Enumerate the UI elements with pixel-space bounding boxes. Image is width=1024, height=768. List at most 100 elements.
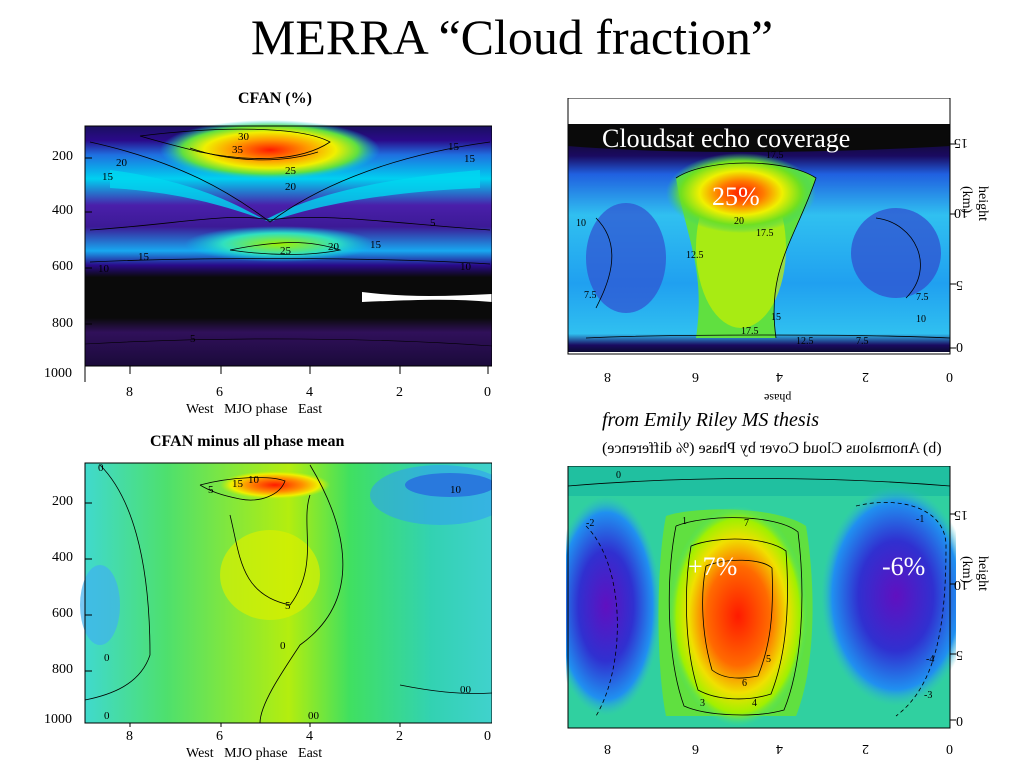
y-tick: 600 bbox=[52, 259, 73, 274]
contour-label: 15 bbox=[464, 153, 476, 165]
contour-label: 5 bbox=[766, 654, 771, 665]
y-tick: 200 bbox=[52, 494, 73, 509]
contour-label: 7.5 bbox=[916, 292, 929, 303]
y-tick: 15 bbox=[954, 507, 968, 522]
x-tick: 4 bbox=[776, 369, 783, 384]
y-tick: 800 bbox=[52, 316, 73, 331]
x-tick: 0 bbox=[484, 729, 491, 744]
contour-label: 17.5 bbox=[766, 150, 784, 161]
y-tick: 0 bbox=[956, 339, 963, 354]
x-tick: 6 bbox=[216, 385, 223, 400]
contour-label: 5 bbox=[285, 600, 291, 612]
x-tick: 8 bbox=[604, 741, 611, 756]
contour-label: 0 bbox=[104, 652, 110, 664]
x-tick: 0 bbox=[946, 741, 953, 756]
x-axis-label: phase bbox=[764, 391, 792, 405]
contour-label: 10 bbox=[916, 314, 926, 325]
x-axis-label: West MJO phase East bbox=[186, 402, 323, 417]
x-tick: 4 bbox=[306, 385, 313, 400]
contour-label: 15 bbox=[370, 239, 382, 251]
contour-label: 7.5 bbox=[584, 290, 597, 301]
y-tick: 0 bbox=[956, 713, 963, 728]
contour-label: 1 bbox=[682, 516, 687, 527]
y-tick: 15 bbox=[954, 135, 968, 150]
x-tick: 2 bbox=[862, 741, 869, 756]
contour-label: 15 bbox=[232, 478, 244, 490]
y-axis-label: height (km) bbox=[959, 186, 990, 221]
contour-label: 20 bbox=[116, 157, 128, 169]
y-tick: 400 bbox=[52, 550, 73, 565]
x-axis-label: West MJO phase East bbox=[186, 746, 323, 761]
contour-label: 0 bbox=[98, 462, 104, 474]
x-tick: 0 bbox=[484, 385, 491, 400]
contour-label: 00 bbox=[308, 710, 320, 722]
contour-label: 10 bbox=[248, 474, 260, 486]
y-tick: 400 bbox=[52, 203, 73, 218]
contour-label: 20 bbox=[734, 216, 744, 227]
contour-label: 5 bbox=[190, 333, 196, 345]
contour-label: 00 bbox=[460, 684, 472, 696]
contour-label: 5 bbox=[208, 484, 214, 496]
y-tick: 1000 bbox=[44, 712, 72, 727]
y-axis-label: height (km) bbox=[959, 556, 990, 591]
anomalous-plot-title: (b) Anomalous Cloud Cover by Phase (% di… bbox=[602, 440, 942, 457]
x-tick: 2 bbox=[396, 729, 403, 744]
contour-label: -1 bbox=[916, 514, 924, 525]
contour-label: 0 bbox=[104, 710, 110, 722]
contour-label: 30 bbox=[238, 131, 250, 143]
x-tick: 6 bbox=[216, 729, 223, 744]
x-tick: 8 bbox=[604, 369, 611, 384]
anomaly-plot: 15 10 5 5 0 0 0 10 00 00 0 bbox=[80, 462, 492, 727]
anomaly-plot-title: CFAN minus all phase mean bbox=[150, 433, 345, 450]
negative-anomaly-label: -6% bbox=[882, 552, 926, 581]
positive-anomaly-label: +7% bbox=[688, 552, 738, 581]
contour-label: 25 bbox=[285, 165, 297, 177]
contour-label: 10 bbox=[450, 484, 462, 496]
x-tick: 8 bbox=[126, 385, 133, 400]
cfan-plot-title: CFAN (%) bbox=[238, 90, 312, 107]
x-tick: 8 bbox=[126, 729, 133, 744]
cloudsat-plot: 17.5 20 17.5 10 7.5 7.5 10 12.5 15 17.5 … bbox=[566, 98, 956, 360]
x-tick: 2 bbox=[396, 385, 403, 400]
contour-label: 0 bbox=[616, 470, 621, 481]
contour-label: 20 bbox=[285, 181, 297, 193]
anomalous-plot: 0 1 7 6 5 4 3 -1 -4 -2 -3 bbox=[566, 466, 956, 729]
x-tick: 4 bbox=[306, 729, 313, 744]
contour-label: 6 bbox=[742, 678, 747, 689]
contour-label: 12.5 bbox=[796, 336, 814, 347]
x-tick: 6 bbox=[692, 369, 699, 384]
contour-label: 35 bbox=[232, 144, 244, 156]
contour-label: -3 bbox=[924, 690, 932, 701]
contour-label: 5 bbox=[430, 217, 436, 229]
source-caption: from Emily Riley MS thesis bbox=[602, 409, 819, 431]
contour-label: 25 bbox=[280, 245, 292, 257]
contour-label: 10 bbox=[98, 263, 110, 275]
y-tick: 5 bbox=[956, 647, 963, 662]
x-tick: 4 bbox=[776, 741, 783, 756]
contour-label: 10 bbox=[576, 218, 586, 229]
cfan-plot: 35 30 25 20 20 15 15 15 5 25 20 15 15 10… bbox=[84, 120, 492, 382]
contour-label: 12.5 bbox=[686, 250, 704, 261]
contour-label: 17.5 bbox=[741, 326, 759, 337]
cloudsat-overlay-label: Cloudsat echo coverage bbox=[602, 124, 851, 153]
y-tick: 5 bbox=[956, 277, 963, 292]
slide-title: MERRA “Cloud fraction” bbox=[250, 9, 774, 65]
x-tick: 2 bbox=[862, 369, 869, 384]
cloudsat-peak-label: 25% bbox=[712, 182, 760, 211]
contour-label: -4 bbox=[926, 654, 934, 665]
contour-label: 7.5 bbox=[856, 336, 869, 347]
contour-label: 10 bbox=[460, 261, 472, 273]
y-tick: 800 bbox=[52, 662, 73, 677]
contour-label: 15 bbox=[138, 251, 150, 263]
contour-label: 15 bbox=[102, 171, 114, 183]
contour-label: 0 bbox=[280, 640, 286, 652]
contour-label: 17.5 bbox=[756, 228, 774, 239]
contour-label: 15 bbox=[448, 141, 460, 153]
contour-label: 4 bbox=[752, 698, 757, 709]
y-tick: 600 bbox=[52, 606, 73, 621]
contour-label: 7 bbox=[744, 518, 749, 529]
y-tick: 200 bbox=[52, 149, 73, 164]
x-tick: 6 bbox=[692, 741, 699, 756]
y-tick: 1000 bbox=[44, 366, 72, 381]
contour-label: 20 bbox=[328, 241, 340, 253]
